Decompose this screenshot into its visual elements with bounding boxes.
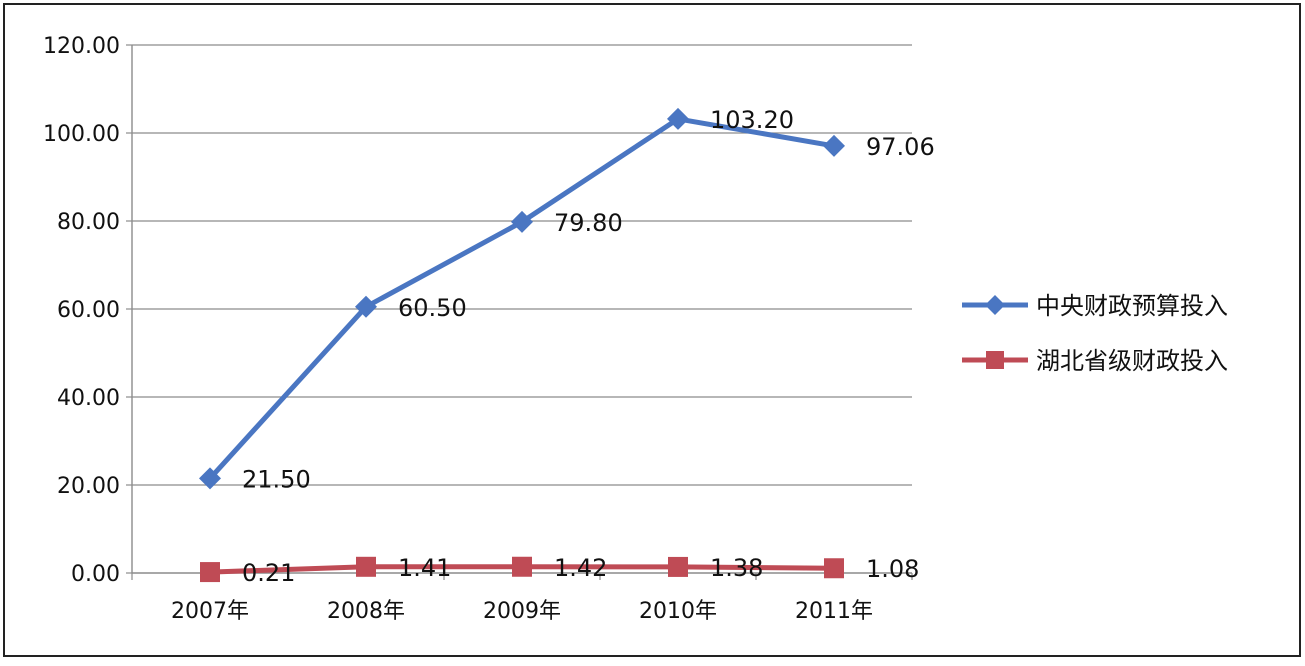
series-point — [355, 295, 377, 318]
data-label: 21.50 — [242, 465, 311, 493]
y-tick-label: 120.00 — [43, 34, 120, 59]
series-point — [511, 210, 533, 233]
y-tick-label: 0.00 — [71, 562, 120, 587]
y-tick-label: 100.00 — [43, 122, 120, 147]
y-tick-label: 40.00 — [57, 386, 120, 411]
series-point — [200, 562, 220, 583]
data-label: 97.06 — [866, 133, 935, 161]
data-label: 1.41 — [398, 554, 451, 582]
x-tick-label: 2008年 — [327, 599, 405, 624]
chart-border — [3, 3, 1301, 657]
series-point — [668, 556, 688, 577]
data-label: 1.08 — [866, 555, 919, 583]
series-point — [512, 556, 532, 577]
gridlines — [132, 44, 912, 486]
x-tick-label: 2011年 — [795, 599, 873, 624]
legend-label: 中央财政预算投入 — [1036, 292, 1228, 320]
data-label: 79.80 — [554, 209, 623, 237]
x-tick-label: 2009年 — [483, 599, 561, 624]
data-label: 1.38 — [710, 554, 763, 582]
y-tick-label: 60.00 — [57, 298, 120, 323]
y-tick-label: 20.00 — [57, 474, 120, 499]
x-tick-label: 2010年 — [639, 599, 717, 624]
x-tick-label: 2007年 — [171, 599, 249, 624]
data-label: 0.21 — [242, 559, 295, 587]
series-point — [824, 558, 844, 579]
data-label: 103.20 — [710, 106, 794, 134]
legend-label: 湖北省级财政投入 — [1036, 347, 1228, 375]
data-label: 60.50 — [398, 294, 467, 322]
y-tick-label: 80.00 — [57, 210, 120, 235]
series-group — [199, 107, 845, 583]
legend-swatch-marker — [985, 295, 1005, 315]
series-point — [667, 107, 689, 130]
series-point — [356, 556, 376, 577]
data-labels: 21.50 60.50 79.80 103.20 97.06 0.21 1.41 1.42 1.… — [242, 106, 935, 587]
legend-swatch-marker — [986, 351, 1004, 369]
data-label: 1.42 — [554, 554, 607, 582]
series-point — [823, 134, 845, 157]
axes: 0.00 20.00 40.00 60.00 80.00 100.00 120.00 2007… — [43, 34, 913, 624]
series-point — [199, 467, 221, 490]
